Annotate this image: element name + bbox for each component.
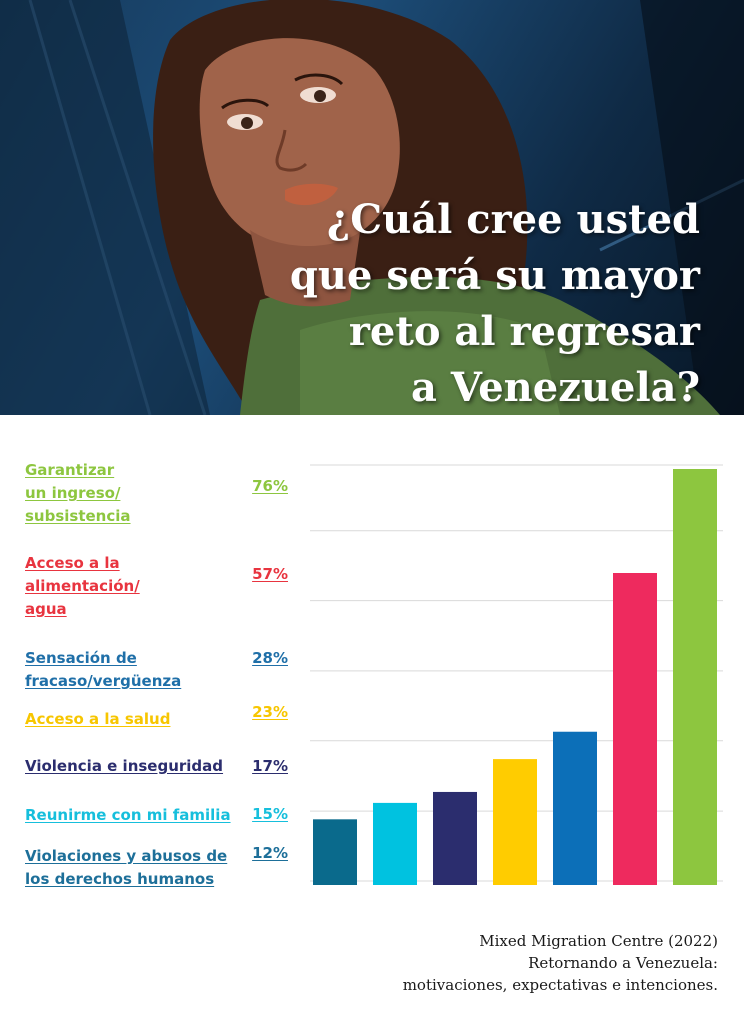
bar-5	[433, 791, 477, 885]
value-label-violencia: 17%	[252, 757, 288, 775]
value-label-fracaso: 28%	[252, 649, 288, 667]
category-label-line: subsistencia	[25, 507, 131, 525]
category-label-line: fracaso/vergüenza	[25, 672, 182, 690]
hero-illustration: ¿Cuál cree usted que será su mayor reto …	[0, 0, 744, 415]
bar-1	[673, 469, 717, 885]
bar-6	[373, 802, 417, 885]
category-label-violencia: Violencia e inseguridad	[25, 755, 223, 778]
title-line: ¿Cuál cree usted	[326, 196, 700, 243]
source-citation: Mixed Migration Centre (2022) Retornando…	[298, 930, 718, 996]
category-label-alimentacion: Acceso a la alimentación/ agua	[25, 552, 140, 621]
category-label-line: Reunirme con mi familia	[25, 806, 231, 824]
value-label-salud: 23%	[252, 703, 288, 721]
value-label-familia: 15%	[252, 805, 288, 823]
bar-7	[313, 819, 357, 885]
category-label-line: un ingreso/	[25, 484, 121, 502]
title-line: reto al regresar	[348, 308, 700, 355]
source-line: motivaciones, expectativas e intenciones…	[402, 976, 718, 994]
woman-portrait-illustration	[0, 0, 744, 415]
category-label-fracaso: Sensación de fracaso/vergüenza	[25, 647, 181, 693]
value-label-ingreso: 76%	[252, 477, 288, 495]
category-label-line: los derechos humanos	[25, 870, 215, 888]
category-label-line: agua	[25, 600, 67, 618]
category-label-line: Violencia e inseguridad	[25, 757, 224, 775]
source-line: Mixed Migration Centre (2022)	[479, 932, 718, 950]
bar-4	[493, 759, 537, 885]
category-label-familia: Reunirme con mi familia	[25, 804, 231, 827]
category-label-salud: Acceso a la salud	[25, 708, 170, 731]
source-line: Retornando a Venezuela:	[528, 954, 718, 972]
page-title: ¿Cuál cree usted que será su mayor reto …	[230, 192, 700, 415]
category-label-line: Sensación de	[25, 649, 137, 667]
title-line: que será su mayor	[289, 252, 700, 299]
bar-3	[553, 731, 597, 885]
category-label-line: Acceso a la	[25, 554, 120, 572]
category-label-ingreso: Garantizar un ingreso/ subsistencia	[25, 459, 131, 528]
value-label-derechos: 12%	[252, 844, 288, 862]
category-label-line: alimentación/	[25, 577, 140, 595]
category-label-line: Garantizar	[25, 461, 115, 479]
value-label-alimentacion: 57%	[252, 565, 288, 583]
bar-chart	[310, 464, 723, 885]
bar-2	[613, 573, 657, 885]
title-line: a Venezuela?	[411, 364, 700, 411]
category-label-line: Violaciones y abusos de	[25, 847, 228, 865]
category-label-derechos: Violaciones y abusos de los derechos hum…	[25, 845, 227, 891]
category-label-line: Acceso a la salud	[25, 710, 171, 728]
